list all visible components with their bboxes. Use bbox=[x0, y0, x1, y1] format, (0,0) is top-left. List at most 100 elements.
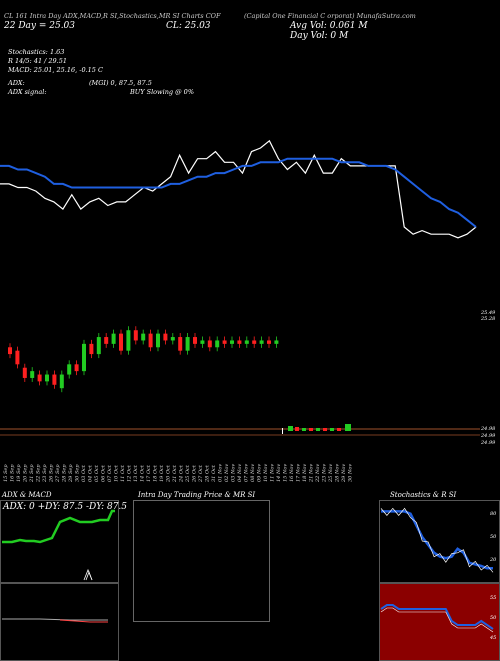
volume-bar bbox=[316, 428, 320, 431]
date-label: 29 Sep bbox=[68, 464, 74, 483]
rsi-line bbox=[380, 604, 494, 630]
stoch-d-line bbox=[380, 507, 494, 573]
intraday-panel-title: Intra Day Trading Price & MR SI bbox=[138, 491, 256, 499]
date-label: 07 Oct bbox=[107, 464, 113, 482]
header-title-left: CL 161 Intra Day ADX,MACD,R SI,Stochasti… bbox=[4, 12, 221, 20]
date-label: 29 Nov bbox=[341, 464, 347, 483]
rsi-tick-55: 55 bbox=[490, 595, 497, 601]
rsi-tick-50: 50 bbox=[490, 615, 497, 621]
stochastics-readout: Stochastics: 1.63 bbox=[8, 48, 65, 56]
volume-bar bbox=[345, 424, 351, 431]
adx-marker bbox=[85, 570, 93, 581]
date-label: 26 Sep bbox=[49, 464, 55, 483]
stoch-tick-50: 50 bbox=[490, 534, 497, 540]
date-label: 12 Oct bbox=[127, 464, 133, 482]
r-readout: R 14/5: 41 / 29.51 bbox=[8, 57, 68, 65]
candle-body bbox=[8, 347, 12, 355]
volume-bar bbox=[302, 428, 306, 431]
date-label: 17 Oct bbox=[146, 464, 152, 482]
date-label: 11 Oct bbox=[120, 464, 126, 482]
volume-bar bbox=[330, 428, 334, 431]
date-label: 09 Nov bbox=[257, 464, 263, 482]
date-label: 15 Nov bbox=[283, 464, 289, 482]
price-lines-group bbox=[0, 139, 477, 239]
candle-body bbox=[267, 340, 271, 344]
candle-body bbox=[59, 374, 64, 389]
mrsi-line bbox=[380, 607, 494, 633]
date-label: 04 Nov bbox=[237, 464, 243, 482]
stoch-lines-group bbox=[380, 507, 494, 573]
date-label: 01 Nov bbox=[218, 464, 224, 482]
rsi-tick-45: 45 bbox=[490, 635, 497, 641]
volume-bar bbox=[309, 428, 313, 431]
date-label: 08 Nov bbox=[250, 464, 256, 482]
date-label: 22 Sep bbox=[36, 464, 42, 483]
candle-body bbox=[163, 333, 168, 341]
date-label: 23 Sep bbox=[42, 464, 48, 483]
date-label: 26 Oct bbox=[192, 464, 198, 483]
candle-body bbox=[215, 340, 220, 348]
date-label: 21 Nov bbox=[309, 464, 315, 483]
candle-body bbox=[230, 340, 234, 344]
date-label: 20 Oct bbox=[166, 464, 172, 483]
date-label: 19 Oct bbox=[159, 464, 165, 482]
date-label: 06 Oct bbox=[101, 464, 107, 482]
mgi-readout: (MGI) 0, 87.5, 87.5 bbox=[89, 79, 152, 87]
stoch-k-line bbox=[381, 510, 493, 570]
date-label: 13 Oct bbox=[133, 464, 139, 482]
rsi-lines-group bbox=[380, 604, 494, 633]
candle-body bbox=[37, 374, 42, 382]
candle-body bbox=[252, 340, 257, 344]
date-label: 28 Sep bbox=[62, 464, 68, 483]
date-label: 22 Nov bbox=[315, 464, 321, 483]
adx-values-label: ADX: 0 +DY: 87.5 -DY: 87.5 bbox=[3, 502, 128, 512]
candle-body bbox=[237, 340, 242, 344]
date-label: 07 Nov bbox=[244, 464, 250, 482]
volume-bar bbox=[295, 427, 299, 431]
price-axis-label-low: 25.28 bbox=[481, 316, 496, 322]
volume-axis-label-2: 24.99 bbox=[481, 433, 496, 439]
intraday-panel bbox=[133, 500, 270, 622]
volume-bars-group bbox=[282, 424, 351, 434]
candles-group bbox=[8, 326, 279, 393]
date-label: 28 Oct bbox=[205, 464, 211, 483]
date-label: 03 Oct bbox=[81, 464, 87, 482]
candle-body bbox=[222, 340, 227, 344]
header-title-right: (Capital One Financial C orporat) Munafa… bbox=[244, 12, 416, 20]
candle-body bbox=[185, 337, 190, 351]
date-label: 31 Oct bbox=[211, 464, 217, 482]
candle-body bbox=[45, 374, 49, 382]
date-label: 19 Sep bbox=[16, 464, 22, 482]
price-axis-label-high: 25.49 bbox=[481, 310, 496, 316]
adx-line bbox=[2, 509, 115, 544]
candle-body bbox=[74, 364, 79, 372]
date-label: 25 Nov bbox=[328, 464, 334, 483]
adx-readout: ADX: bbox=[8, 79, 25, 87]
date-label: 30 Sep bbox=[75, 464, 81, 482]
macd-signal-line bbox=[59, 619, 108, 623]
twenty-two-day-label: 22 Day = 25.03 bbox=[4, 21, 76, 31]
date-label: 14 Oct bbox=[140, 464, 146, 482]
date-label: 17 Nov bbox=[296, 464, 302, 482]
date-label: 24 Oct bbox=[179, 464, 185, 483]
date-label: 02 Nov bbox=[224, 464, 230, 482]
buy-signal-label: BUY Slowing @ 0% bbox=[130, 88, 194, 96]
candle-body bbox=[67, 364, 72, 375]
stoch-panel-title: Stochastics & R SI bbox=[390, 491, 457, 499]
date-label: 18 Oct bbox=[153, 464, 159, 482]
adx-lines-group bbox=[2, 509, 115, 623]
date-label: 18 Nov bbox=[302, 464, 308, 482]
macd-line bbox=[2, 618, 108, 621]
candle-body bbox=[52, 374, 57, 385]
candle-body bbox=[141, 333, 146, 341]
candle-body bbox=[126, 330, 131, 351]
candle-body bbox=[104, 337, 109, 344]
candle-body bbox=[15, 350, 20, 365]
candle-body bbox=[148, 333, 153, 348]
candle-body bbox=[200, 340, 205, 344]
candle-body bbox=[22, 367, 27, 378]
candle-body bbox=[133, 330, 138, 341]
candle-body bbox=[156, 333, 160, 348]
